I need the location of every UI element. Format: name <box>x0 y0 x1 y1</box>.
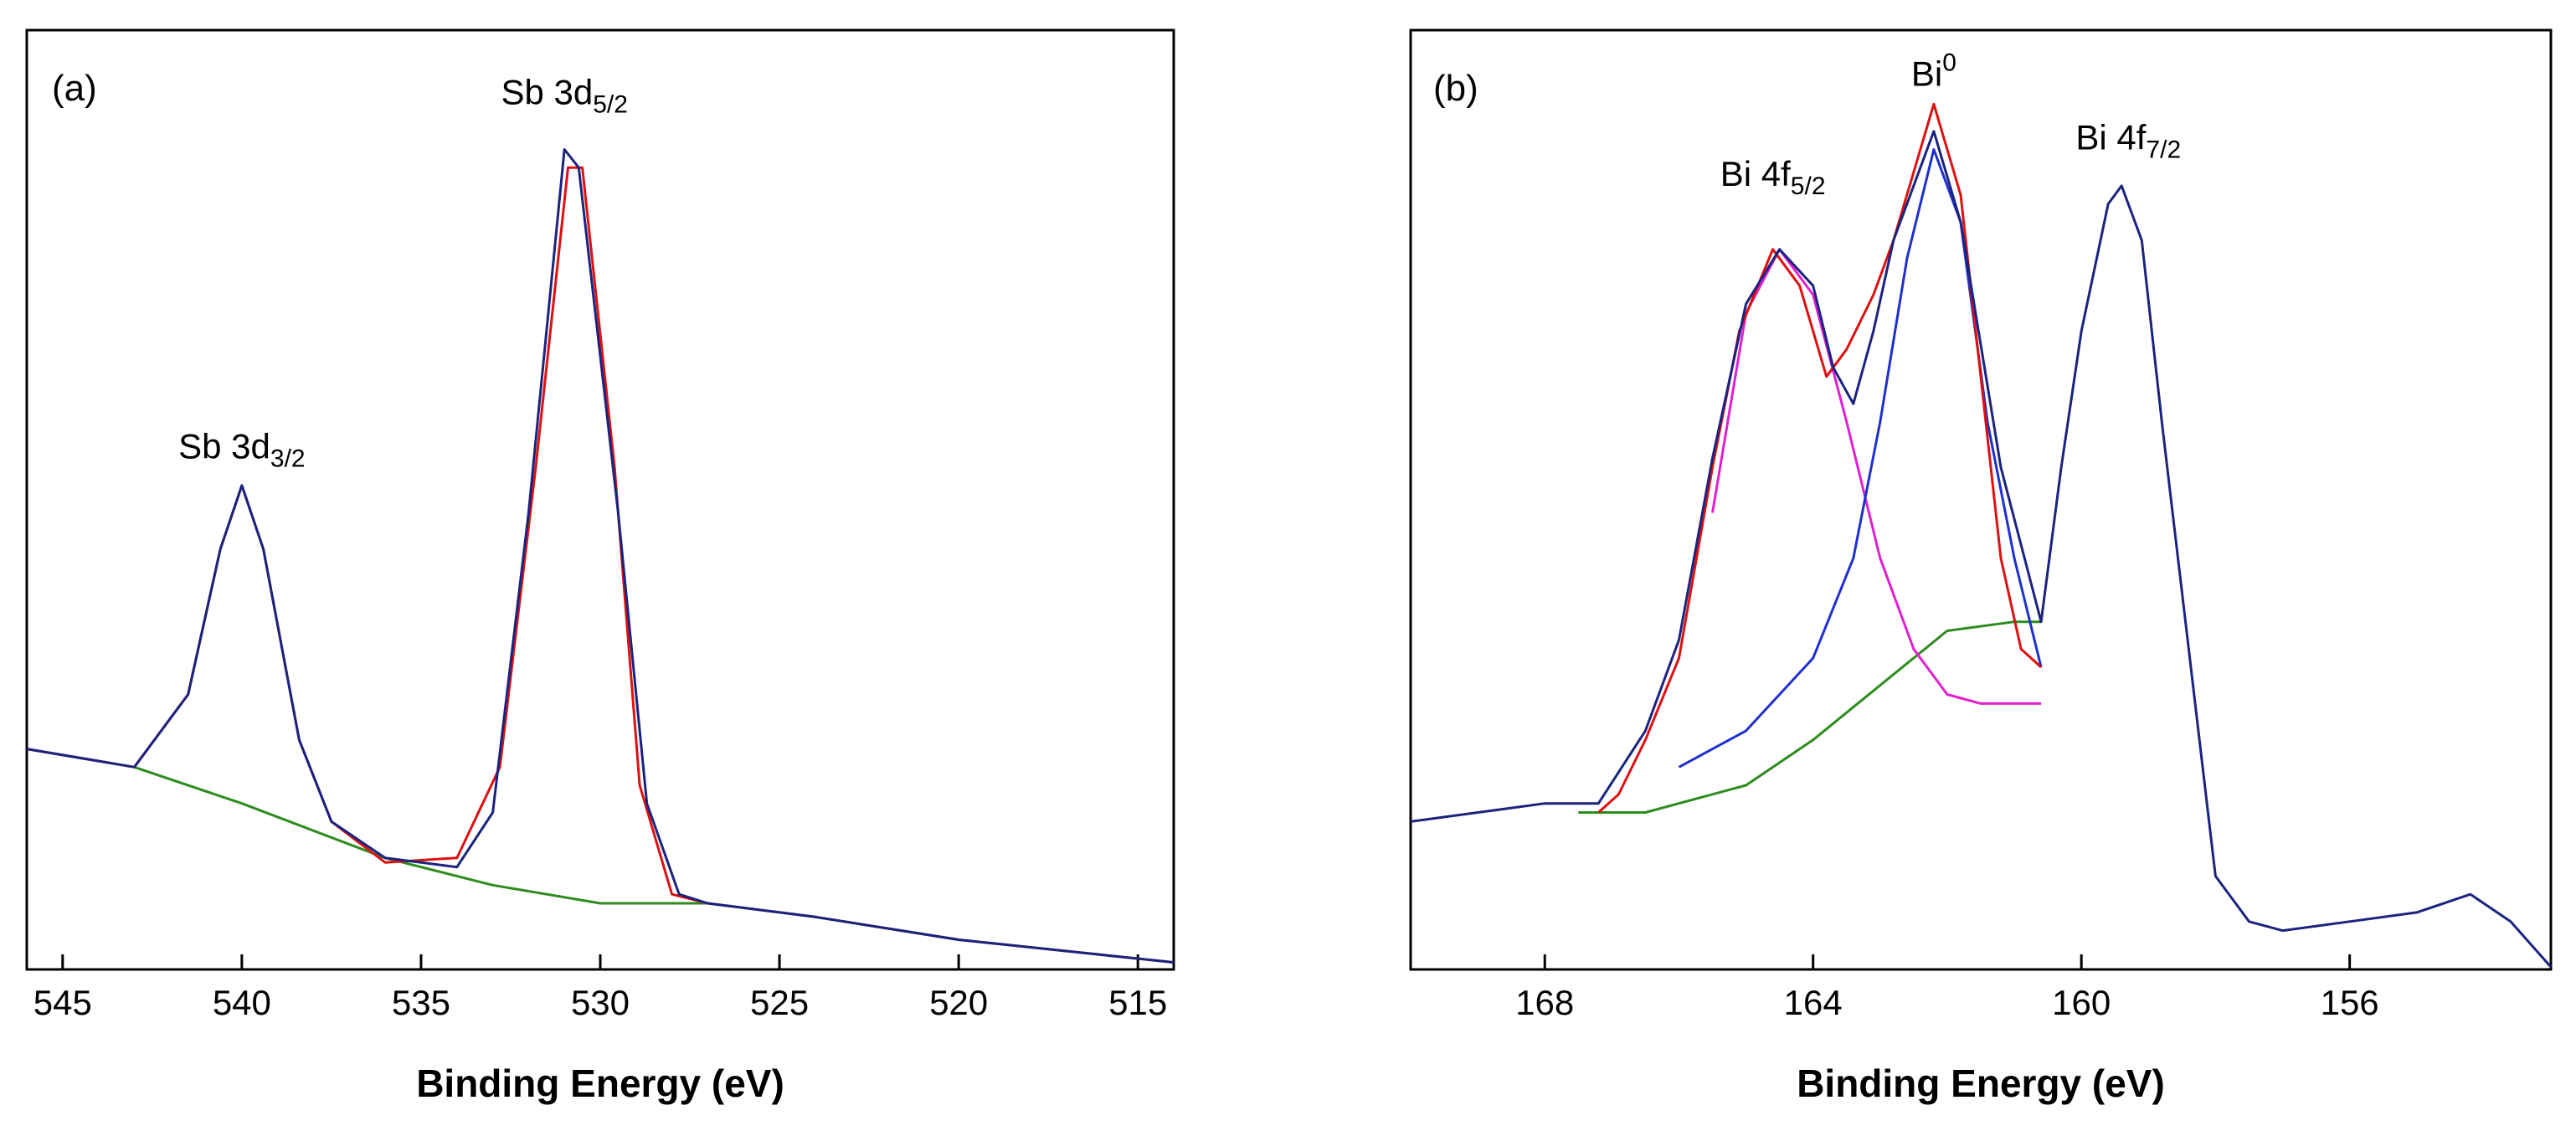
peak-label-0: Sb 3d3/2 <box>178 426 305 472</box>
series-background <box>133 765 708 905</box>
panel-b-label: (b) <box>1433 68 1478 109</box>
panel-a-series <box>26 148 1175 964</box>
series-background <box>1578 620 2042 814</box>
series-experimental <box>26 166 1175 964</box>
series-bi0-component <box>1678 148 2043 769</box>
panel-b-bi-4f: (b) 168 164 160 156 Bi 4f5/2 Bi0 Bi 4f7/2 Bin… <box>1409 28 2553 1105</box>
x-tick-label-525: 525 <box>750 983 809 1022</box>
peak-label-2: Bi 4f7/2 <box>2075 118 2181 164</box>
x-tick-label-535: 535 <box>392 983 450 1022</box>
panel-b-peak-labels: Bi 4f5/2 Bi0 Bi 4f7/2 <box>1720 49 2181 200</box>
peak-label-1: Bi0 <box>1911 49 1956 94</box>
series-experimental <box>1597 102 2043 814</box>
peak-label-0: Bi 4f5/2 <box>1720 154 1826 200</box>
panel-b-x-ticks: 168 164 160 156 <box>1515 954 2379 1022</box>
panel-a-sb-3d: (a) 545 540 535 530 525 520 515 Sb 3d3/2 Sb 3d5… <box>25 28 1175 1105</box>
x-tick-label-530: 530 <box>571 983 630 1022</box>
panel-a-label: (a) <box>52 68 97 109</box>
series-fitted-envelope <box>1410 130 2553 968</box>
x-tick-label-540: 540 <box>213 983 271 1022</box>
x-tick-label-515: 515 <box>1108 983 1167 1022</box>
panel-a-peak-labels: Sb 3d3/2 Sb 3d5/2 <box>178 72 628 472</box>
peak-label-1: Sb 3d5/2 <box>501 72 627 118</box>
x-tick-label-520: 520 <box>929 983 988 1022</box>
x-tick-label-545: 545 <box>33 983 92 1022</box>
series-fitted-envelope <box>26 148 1175 964</box>
x-tick-label-156: 156 <box>2321 983 2379 1022</box>
panel-b-x-axis-label: Binding Energy (eV) <box>1797 1062 2165 1105</box>
panel-a-x-axis-label: Binding Energy (eV) <box>416 1062 784 1105</box>
panel-a-x-ticks: 545 540 535 530 525 520 515 <box>33 954 1167 1022</box>
series-bi-4f5-2-component <box>1711 248 2042 705</box>
x-tick-label-160: 160 <box>2052 983 2111 1022</box>
panel-b-frame <box>1409 28 2553 971</box>
x-tick-label-168: 168 <box>1515 983 1574 1022</box>
x-tick-label-164: 164 <box>1784 983 1843 1022</box>
panel-a-frame <box>25 28 1175 971</box>
panel-b-series <box>1410 102 2553 968</box>
